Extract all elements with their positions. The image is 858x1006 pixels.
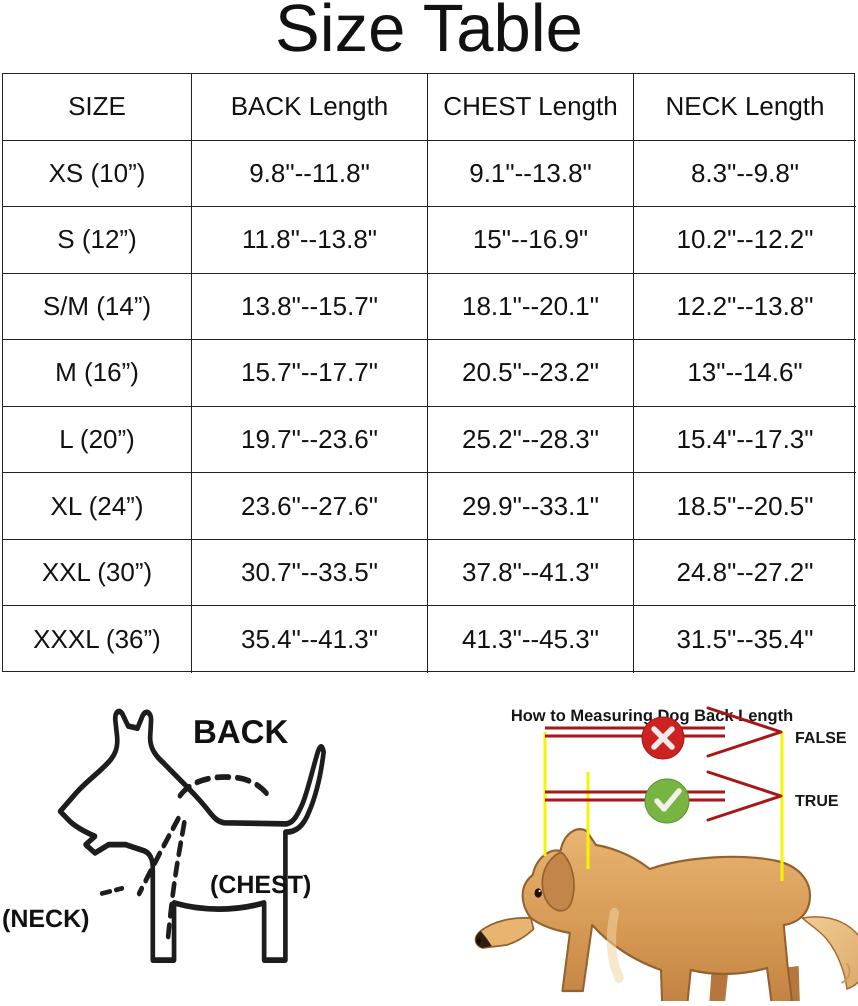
svg-text:BACK: BACK xyxy=(193,713,288,750)
svg-text:(NECK): (NECK) xyxy=(2,905,90,933)
svg-text:FALSE: FALSE xyxy=(795,730,847,747)
svg-text:(CHEST): (CHEST) xyxy=(210,871,311,899)
svg-text:TRUE: TRUE xyxy=(795,793,839,810)
